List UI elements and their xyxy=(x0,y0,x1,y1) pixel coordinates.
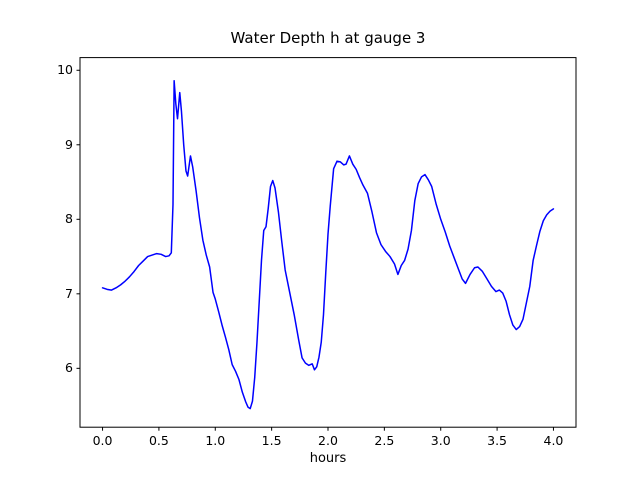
y-tick-label: 9 xyxy=(65,136,73,152)
y-tick-label: 8 xyxy=(65,211,73,227)
x-axis-label: hours xyxy=(309,451,347,466)
x-tick-label: 3.0 xyxy=(430,433,451,449)
x-tick-label: 1.0 xyxy=(205,433,226,449)
x-tick-label: 0.5 xyxy=(148,433,169,449)
y-tick-label: 7 xyxy=(65,285,73,301)
x-tick-label: 3.5 xyxy=(487,433,508,449)
y-tick-label: 6 xyxy=(65,360,73,376)
chart-title: Water Depth h at gauge 3 xyxy=(230,29,426,47)
depth-line xyxy=(101,79,555,410)
x-tick-label: 0.0 xyxy=(92,433,113,449)
x-tick-label: 2.0 xyxy=(318,433,338,449)
x-tick-label: 1.5 xyxy=(261,433,282,449)
y-tick-label: 10 xyxy=(57,62,73,78)
x-tick-label: 2.5 xyxy=(374,433,395,449)
x-tick-label: 4.0 xyxy=(543,433,564,449)
